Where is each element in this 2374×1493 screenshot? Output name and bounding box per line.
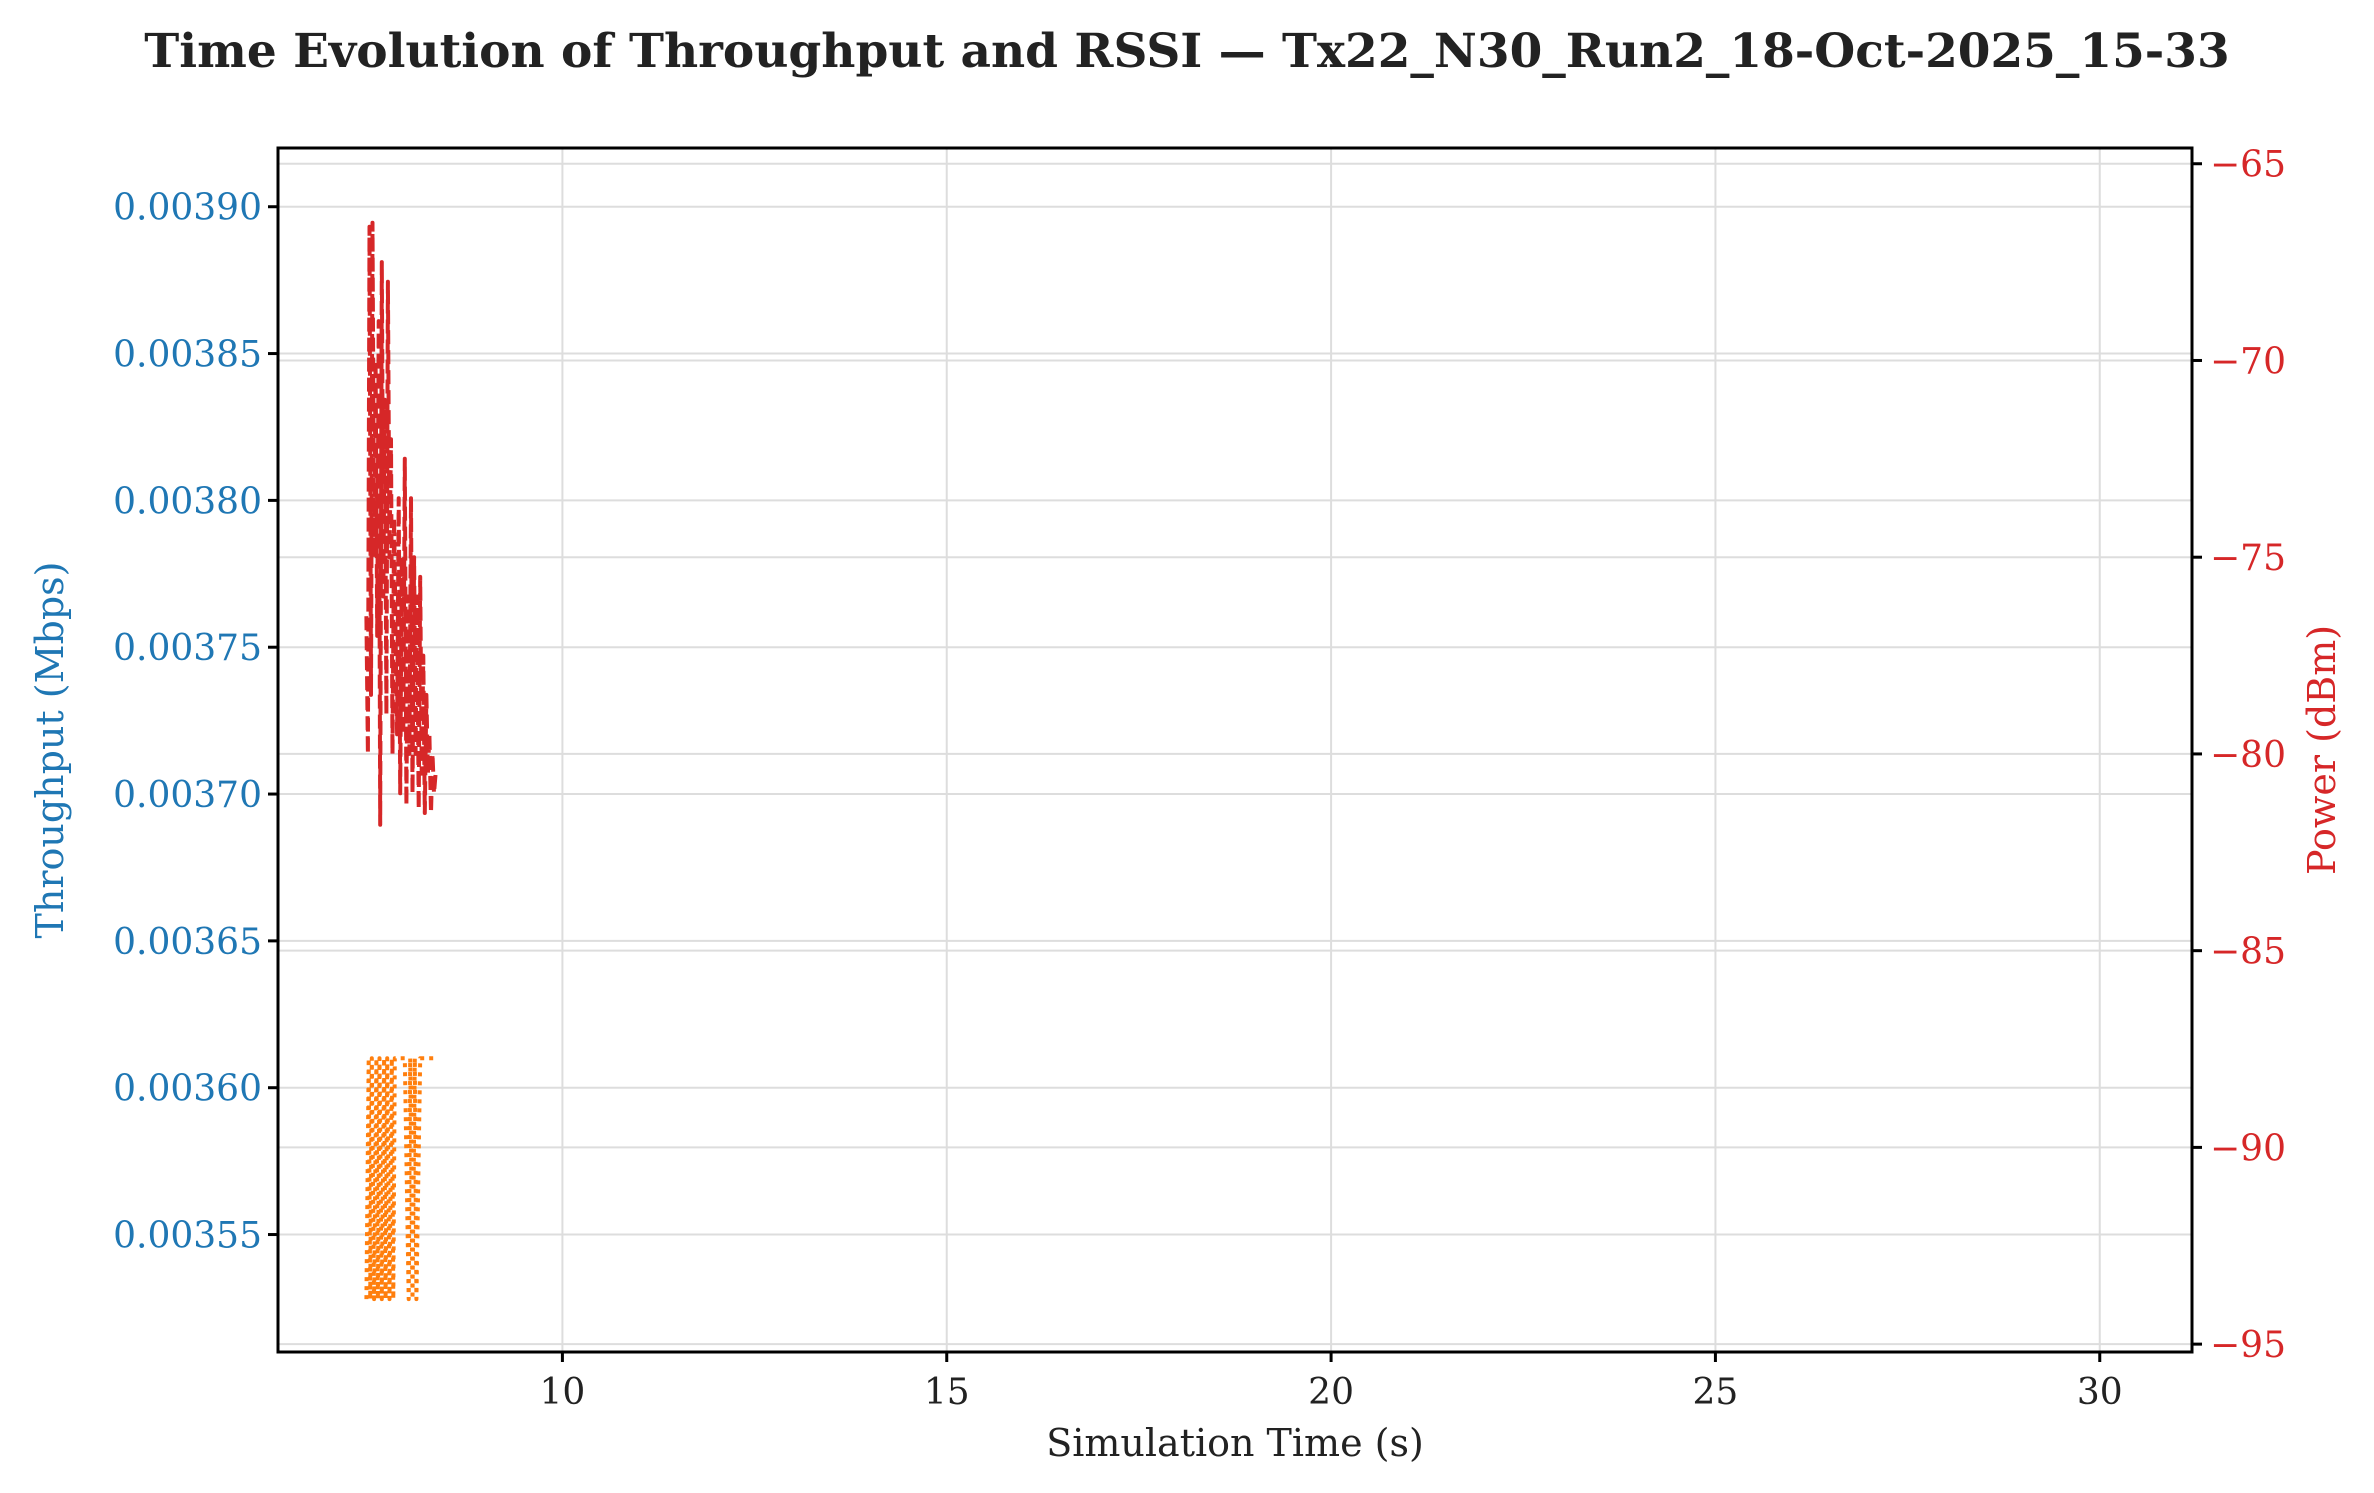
- y-right-tick-label: −95: [2210, 1325, 2286, 1366]
- plot-frame: [276, 146, 2194, 1354]
- y-left-tick-label: 0.00365: [113, 922, 262, 963]
- data-series: [364, 220, 438, 1302]
- y-left-tick-label: 0.00380: [113, 481, 262, 522]
- grid-lines: [278, 148, 2192, 1352]
- x-axis-label: Simulation Time (s): [1046, 1421, 1424, 1465]
- axis-ticks: 10 15 20 25 30 0.00355 0.00360 0.00365 0.00370 0.…: [113, 145, 2286, 1413]
- y-left-tick-label: 0.00360: [113, 1069, 262, 1110]
- y-left-tick-label: 0.00390: [113, 188, 262, 229]
- x-tick-label: 10: [540, 1372, 586, 1413]
- y-right-tick-label: −65: [2210, 145, 2286, 186]
- y-right-tick-label: −75: [2210, 538, 2286, 579]
- x-tick-label: 15: [924, 1372, 970, 1413]
- y-left-tick-label: 0.00355: [113, 1216, 262, 1257]
- y-left-tick-label: 0.00385: [113, 335, 262, 376]
- x-tick-label: 20: [1308, 1372, 1354, 1413]
- y-axis-left-label: Throughput (Mbps): [28, 562, 72, 939]
- y-left-tick-label: 0.00375: [113, 628, 262, 669]
- y-right-tick-label: −70: [2210, 341, 2286, 382]
- throughput-series-line: [364, 1056, 436, 1302]
- x-tick-label: 30: [2077, 1372, 2123, 1413]
- y-right-tick-label: −80: [2210, 735, 2286, 776]
- x-tick-label: 25: [1693, 1372, 1739, 1413]
- rssi-series-line: [364, 220, 438, 827]
- y-right-tick-label: −90: [2210, 1128, 2286, 1169]
- chart-title: Time Evolution of Throughput and RSSI — …: [144, 24, 2229, 79]
- y-right-tick-label: −85: [2210, 932, 2286, 973]
- y-left-tick-label: 0.00370: [113, 775, 262, 816]
- y-axis-right-label: Power (dBm): [2300, 625, 2344, 875]
